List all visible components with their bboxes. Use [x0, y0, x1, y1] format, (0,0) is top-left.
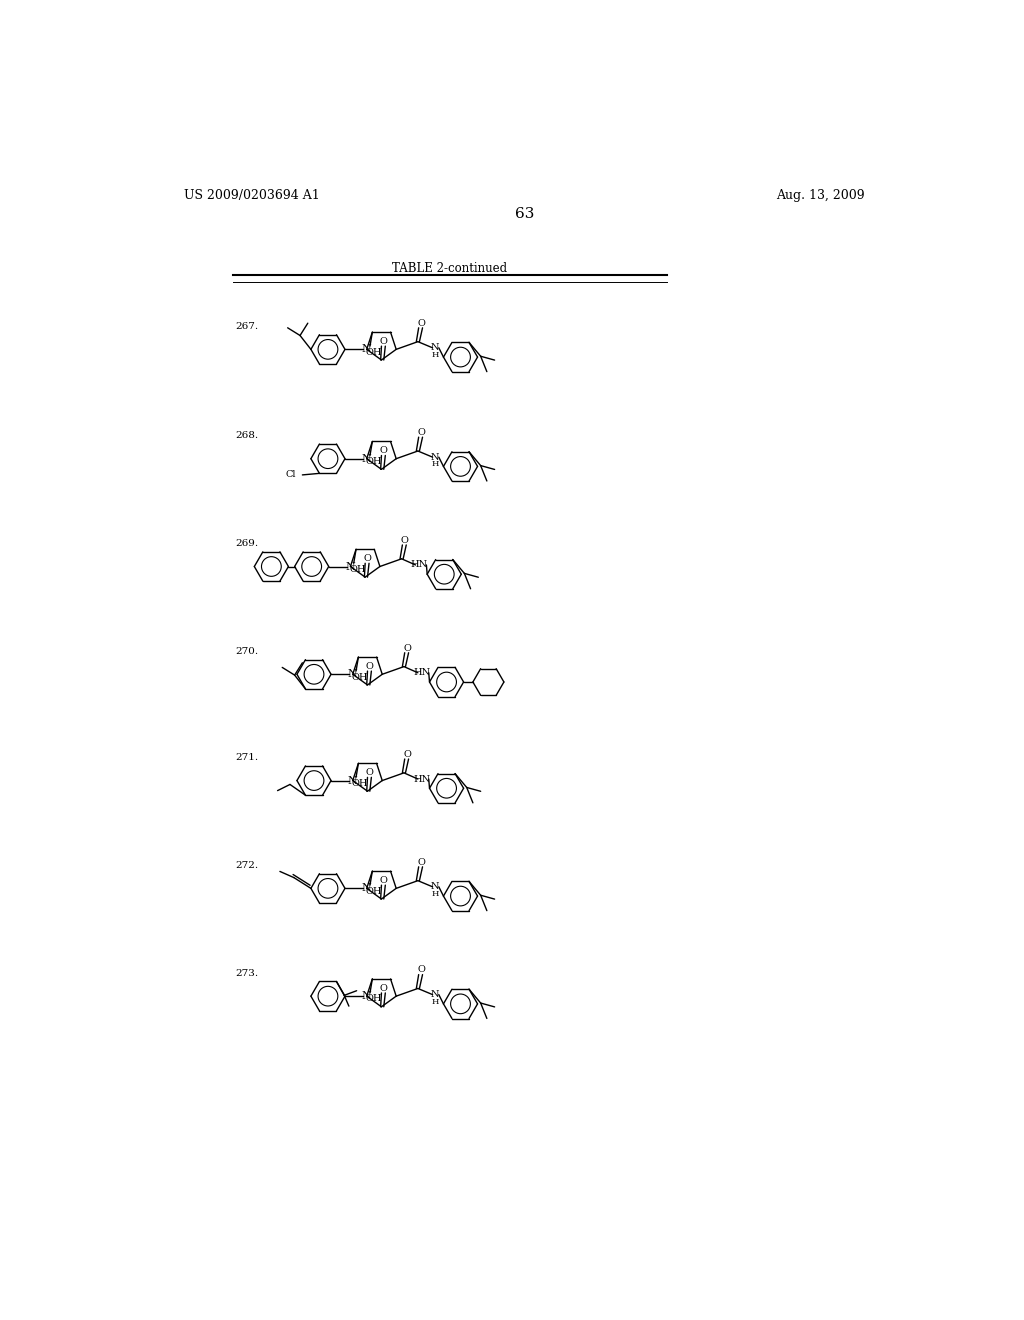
Text: 269.: 269. — [234, 539, 258, 548]
Text: OH: OH — [366, 457, 382, 466]
Text: O: O — [417, 428, 425, 437]
Text: N: N — [361, 454, 372, 463]
Text: O: O — [417, 965, 425, 974]
Text: O: O — [366, 768, 374, 777]
Text: N: N — [361, 345, 372, 354]
Text: OH: OH — [349, 565, 366, 574]
Text: OH: OH — [366, 347, 382, 356]
Text: H: H — [431, 890, 438, 898]
Text: HN: HN — [414, 668, 430, 677]
Text: H: H — [431, 998, 438, 1006]
Text: O: O — [400, 536, 409, 545]
Text: H: H — [431, 461, 438, 469]
Text: 268.: 268. — [234, 432, 258, 440]
Text: O: O — [417, 318, 425, 327]
Text: N: N — [345, 561, 355, 572]
Text: OH: OH — [351, 673, 369, 681]
Text: O: O — [366, 661, 374, 671]
Text: N: N — [431, 882, 439, 891]
Text: O: O — [380, 446, 388, 455]
Text: N: N — [431, 990, 439, 999]
Text: 272.: 272. — [234, 861, 258, 870]
Text: HN: HN — [411, 561, 428, 569]
Text: US 2009/0203694 A1: US 2009/0203694 A1 — [183, 189, 319, 202]
Text: O: O — [380, 983, 388, 993]
Text: TABLE 2-continued: TABLE 2-continued — [392, 261, 507, 275]
Text: HN: HN — [414, 775, 430, 784]
Text: Cl: Cl — [286, 470, 296, 479]
Text: O: O — [380, 337, 388, 346]
Text: OH: OH — [351, 779, 369, 788]
Text: O: O — [417, 858, 425, 867]
Text: N: N — [431, 343, 439, 352]
Text: 270.: 270. — [234, 647, 258, 656]
Text: OH: OH — [366, 887, 382, 896]
Text: 267.: 267. — [234, 322, 258, 331]
Text: OH: OH — [366, 994, 382, 1003]
Text: O: O — [403, 644, 411, 652]
Text: N: N — [348, 776, 357, 785]
Text: 63: 63 — [515, 207, 535, 220]
Text: 271.: 271. — [234, 752, 258, 762]
Text: O: O — [364, 554, 372, 564]
Text: N: N — [361, 991, 372, 1001]
Text: O: O — [403, 750, 411, 759]
Text: Aug. 13, 2009: Aug. 13, 2009 — [775, 189, 864, 202]
Text: H: H — [431, 351, 438, 359]
Text: N: N — [348, 669, 357, 680]
Text: N: N — [361, 883, 372, 894]
Text: O: O — [380, 876, 388, 884]
Text: N: N — [431, 453, 439, 462]
Text: 273.: 273. — [234, 969, 258, 978]
